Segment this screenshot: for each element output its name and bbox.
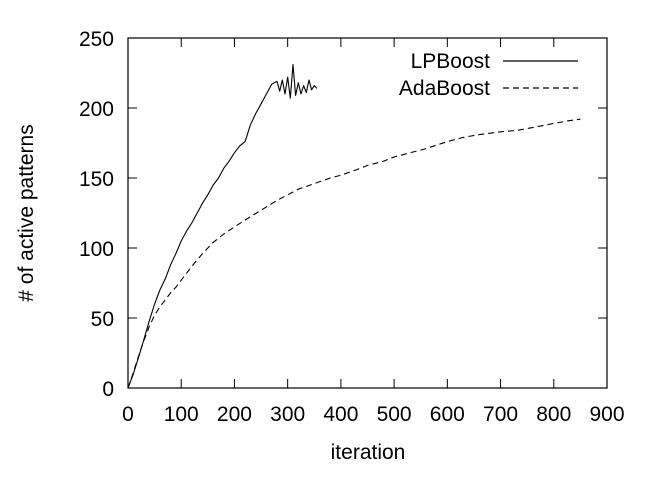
legend-label-adaboost: AdaBoost: [399, 77, 490, 100]
x-tick-label: 600: [430, 403, 465, 426]
x-tick-label: 400: [323, 403, 358, 426]
y-tick-label: 100: [79, 238, 114, 261]
x-tick-label: 800: [536, 403, 571, 426]
x-tick-label: 0: [122, 403, 134, 426]
y-tick-label: 250: [79, 28, 114, 51]
legend: LPBoost AdaBoost: [399, 50, 578, 100]
x-tick-label: 300: [270, 403, 305, 426]
plot-axes: 0 100 200 300 400 500 600 700 800 900 0 50 100 150 200…: [79, 28, 625, 426]
legend-label-lpboost: LPBoost: [411, 50, 491, 73]
x-tick-label: 500: [377, 403, 412, 426]
y-axis-title: # of active patterns: [15, 124, 38, 301]
x-axis-title: iteration: [331, 441, 406, 464]
plot-frame: [127, 37, 608, 389]
x-tick-label: 100: [164, 403, 199, 426]
series-layer: [127, 64, 581, 389]
series-line-adaboost: [127, 118, 581, 389]
y-tick-label: 50: [91, 308, 114, 331]
y-tick-label: 0: [102, 378, 114, 401]
series-line-lpboost: [127, 64, 318, 389]
y-tick-label: 200: [79, 98, 114, 121]
x-tick-label: 200: [217, 403, 252, 426]
x-tick-label: 700: [483, 403, 518, 426]
y-tick-label: 150: [79, 168, 114, 191]
x-tick-label: 900: [589, 403, 624, 426]
